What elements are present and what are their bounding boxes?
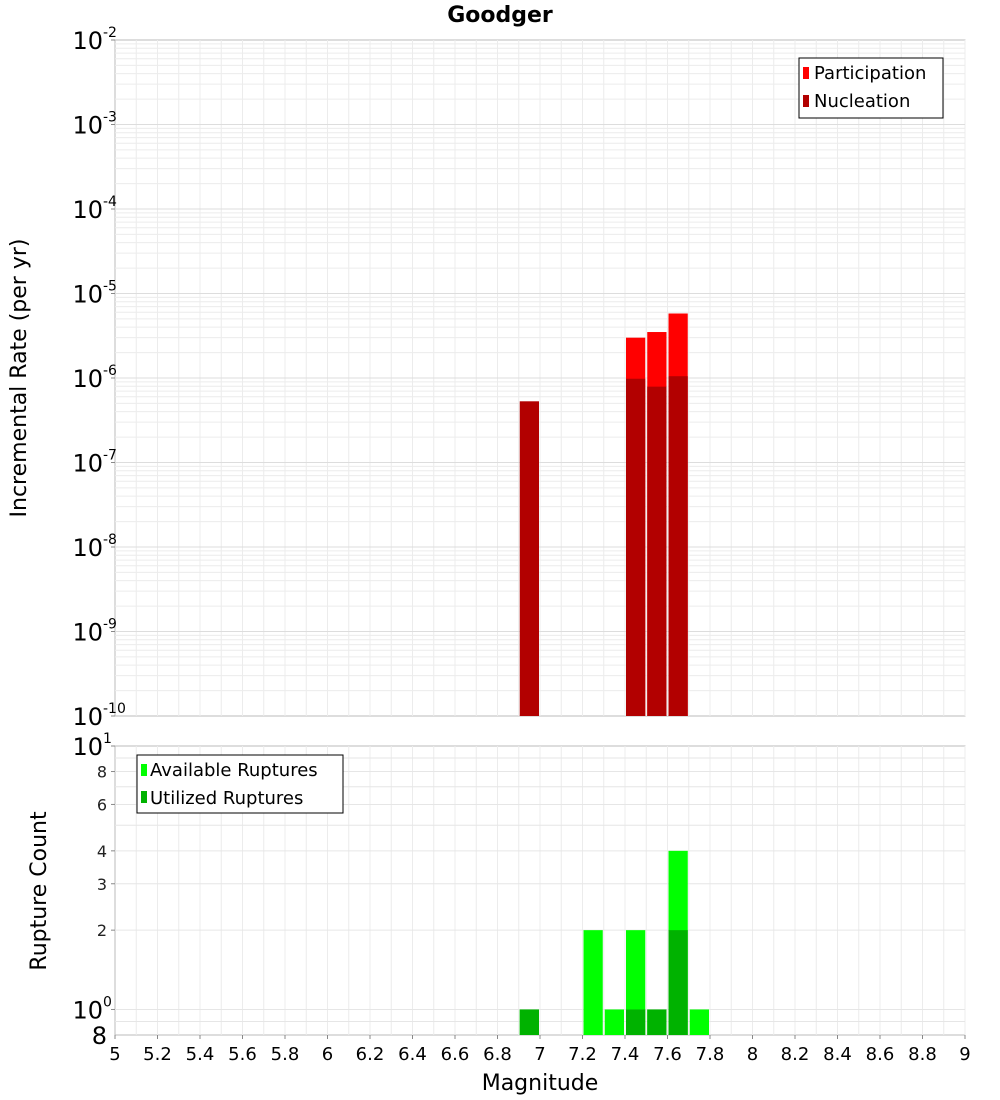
rupture-y-axis-label: Rupture Count [27, 811, 52, 971]
rate-y-tick-exponent: -8 [103, 532, 117, 548]
available-ruptures-bar [689, 1009, 709, 1035]
magnitude-x-tick-label: 9 [959, 1044, 970, 1065]
rate-grid [115, 40, 966, 716]
rate-y-tick-exponent: -4 [103, 194, 117, 210]
rate-legend-box [798, 57, 944, 119]
nucleation-bar [519, 401, 539, 716]
magnitude-x-tick-label: 7.4 [611, 1044, 640, 1065]
magnitude-x-tick-label: 7.6 [653, 1044, 682, 1065]
magnitude-x-tick-label: 5.8 [271, 1044, 300, 1065]
magnitude-x-tick-label: 7.2 [568, 1044, 597, 1065]
rate-y-tick-base: 10 [72, 619, 103, 647]
rupture-y-tick-label: 8 [92, 1022, 107, 1050]
magnitude-x-ticks: 5 5.2 5.4 5.6 5.8 6 6.2 6.4 6.6 6.8 7 7.2 7.4 7.6 7.8 8… [109, 1035, 971, 1065]
magnitude-x-tick-label: 6.4 [398, 1044, 427, 1065]
rate-y-tick-exponent: -7 [103, 448, 117, 464]
nucleation-bar [668, 376, 688, 716]
rupture-y-tick-exponent: 1 [103, 731, 112, 747]
magnitude-x-tick-label: 5.6 [228, 1044, 257, 1065]
available-ruptures-bar [604, 1009, 624, 1035]
rate-y-tick-base: 10 [72, 365, 103, 393]
chart-title: Goodger [447, 3, 553, 28]
rupture-y-tick-label: 6 [97, 795, 107, 814]
rate-y-tick-exponent: -10 [103, 701, 126, 717]
rupture-bars [519, 850, 709, 1035]
rate-y-tick-exponent: -6 [103, 363, 117, 379]
rate-y-tick-base: 10 [72, 450, 103, 478]
magnitude-x-tick-label: 6.8 [483, 1044, 512, 1065]
utilized-ruptures-bar [668, 930, 688, 1035]
participation-legend-label: Participation [814, 63, 926, 84]
rate-y-tick-base: 10 [72, 703, 103, 731]
rate-y-tick-base: 10 [72, 534, 103, 562]
rate-y-tick-base: 10 [72, 27, 103, 55]
magnitude-x-tick-label: 5.4 [186, 1044, 215, 1065]
magnitude-x-tick-label: 8.4 [823, 1044, 852, 1065]
rupture-legend: Available Ruptures Utilized Ruptures [136, 754, 344, 814]
magnitude-x-tick-label: 8.2 [781, 1044, 810, 1065]
rate-y-tick-base: 10 [72, 112, 103, 140]
rate-chart: 10-210-310-410-510-610-710-810-910-10 In… [7, 25, 966, 731]
magnitude-x-tick-label: 6 [322, 1044, 333, 1065]
magnitude-x-tick-label: 6.6 [441, 1044, 470, 1065]
rate-y-axis-label: Incremental Rate (per yr) [7, 239, 32, 518]
utilized-ruptures-bar [519, 1009, 539, 1035]
nucleation-legend-label: Nucleation [814, 91, 910, 112]
rupture-y-tick-label: 3 [97, 875, 107, 894]
nucleation-bar [647, 386, 667, 716]
rate-y-tick-exponent: -9 [103, 617, 117, 633]
utilized-ruptures-bar [626, 1009, 646, 1035]
rupture-y-tick-base: 10 [72, 733, 103, 761]
rate-y-tick-exponent: -5 [103, 279, 117, 295]
available-ruptures-bar [583, 930, 603, 1035]
available-legend-label: Available Ruptures [150, 760, 318, 781]
rate-bars [519, 313, 688, 716]
nucleation-bar [626, 378, 646, 716]
nucleation-legend-swatch [803, 95, 809, 107]
utilized-ruptures-bar [647, 1009, 667, 1035]
rate-y-tick-exponent: -2 [103, 25, 117, 41]
magnitude-x-tick-label: 7 [534, 1044, 545, 1065]
magnitude-x-tick-label: 5.2 [143, 1044, 172, 1065]
rate-legend: Participation Nucleation [798, 57, 944, 119]
rate-y-tick-base: 10 [72, 281, 103, 309]
magnitude-x-tick-label: 6.2 [356, 1044, 385, 1065]
participation-legend-swatch [803, 67, 809, 79]
utilized-legend-swatch [141, 791, 147, 803]
magnitude-x-tick-label: 8.6 [866, 1044, 895, 1065]
rupture-y-tick-label: 2 [97, 921, 107, 940]
rupture-y-tick-label: 4 [97, 842, 107, 861]
rupture-grid [115, 746, 966, 1035]
magnitude-x-tick-label: 7.8 [696, 1044, 725, 1065]
available-ruptures-bar [626, 930, 646, 1035]
magnitude-x-tick-label: 8.8 [908, 1044, 937, 1065]
rate-y-tick-exponent: -3 [103, 110, 117, 126]
rupture-y-tick-exponent: 0 [103, 994, 112, 1010]
magnitude-x-tick-label: 8 [747, 1044, 758, 1065]
rupture-y-tick-base: 10 [72, 996, 103, 1024]
magnitude-x-tick-label: 5 [109, 1044, 120, 1065]
rate-y-tick-base: 10 [72, 196, 103, 224]
rupture-y-tick-label: 8 [97, 763, 107, 782]
rate-y-ticks: 10-210-310-410-510-610-710-810-910-10 [72, 25, 125, 731]
x-axis-label: Magnitude [482, 1071, 599, 1096]
available-legend-swatch [141, 764, 147, 776]
rupture-legend-box [136, 754, 344, 814]
utilized-legend-label: Utilized Ruptures [150, 788, 303, 809]
